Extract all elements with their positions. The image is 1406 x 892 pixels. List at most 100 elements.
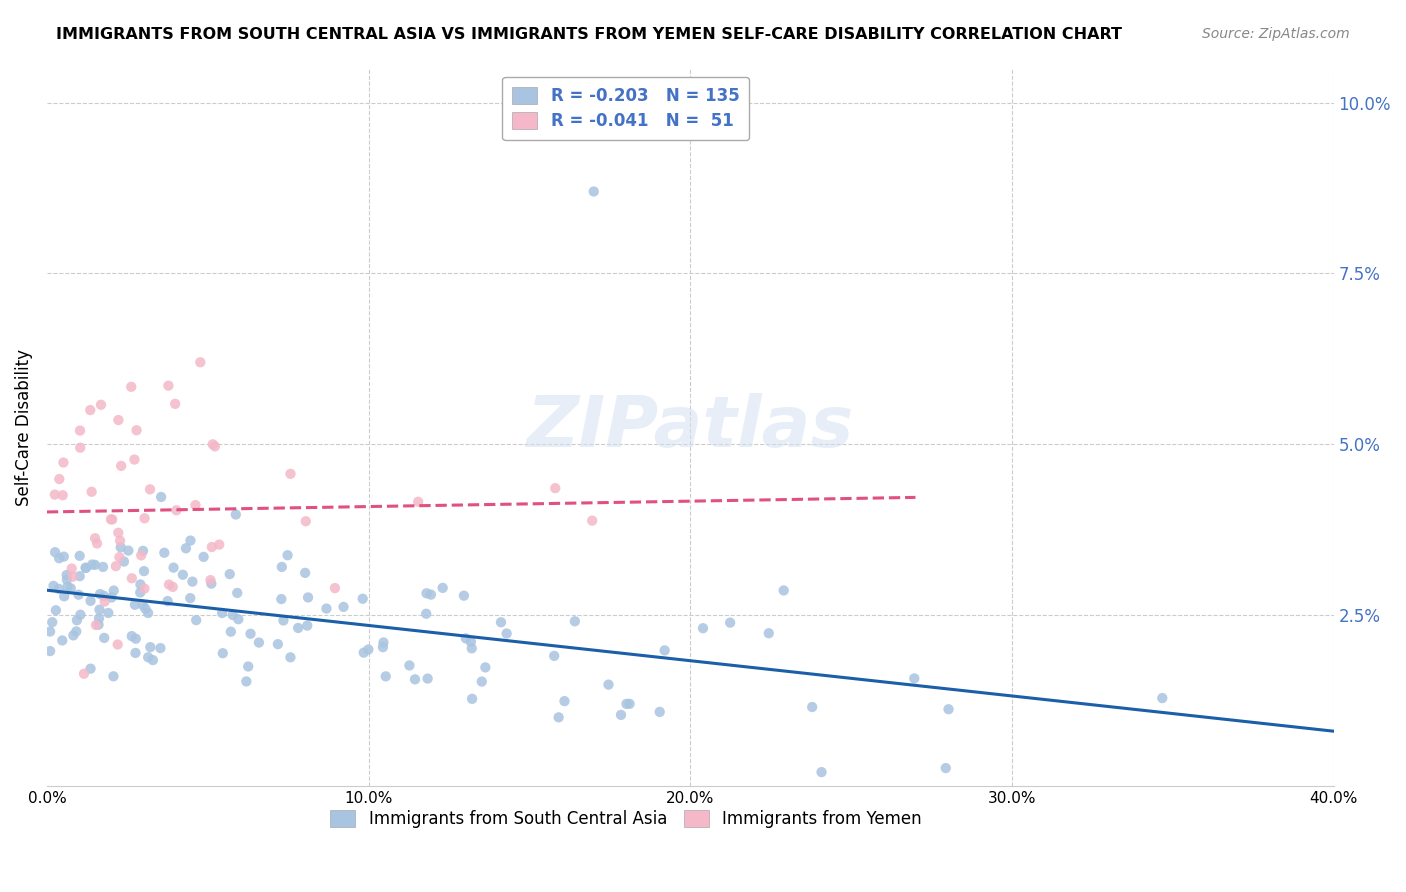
Immigrants from South Central Asia	[153, 546, 176, 560]
Immigrants from Yemen	[120, 380, 142, 394]
Immigrants from South Central Asia	[69, 549, 91, 563]
Immigrants from South Central Asia	[87, 611, 110, 625]
Immigrants from Yemen	[48, 472, 70, 486]
Immigrants from South Central Asia	[172, 567, 194, 582]
Immigrants from South Central Asia	[97, 606, 120, 620]
Immigrants from South Central Asia	[39, 624, 62, 639]
Immigrants from South Central Asia	[280, 650, 302, 665]
Immigrants from Yemen	[125, 423, 148, 437]
Immigrants from South Central Asia	[48, 582, 70, 596]
Immigrants from South Central Asia	[42, 579, 65, 593]
Immigrants from Yemen	[107, 525, 129, 540]
Immigrants from Yemen	[69, 424, 91, 438]
Immigrants from Yemen	[108, 533, 131, 548]
Immigrants from South Central Asia	[619, 697, 641, 711]
Immigrants from South Central Asia	[226, 586, 249, 600]
Immigrants from South Central Asia	[55, 568, 77, 582]
Immigrants from South Central Asia	[124, 646, 146, 660]
Immigrants from Yemen	[165, 503, 187, 517]
Immigrants from South Central Asia	[69, 569, 91, 583]
Immigrants from South Central Asia	[454, 632, 477, 646]
Immigrants from South Central Asia	[89, 587, 111, 601]
Immigrants from Yemen	[124, 452, 146, 467]
Immigrants from Yemen	[121, 571, 143, 585]
Immigrants from South Central Asia	[139, 640, 162, 655]
Immigrants from South Central Asia	[186, 613, 208, 627]
Immigrants from Yemen	[44, 487, 66, 501]
Immigrants from South Central Asia	[150, 490, 173, 504]
Immigrants from Yemen	[544, 481, 567, 495]
Immigrants from South Central Asia	[404, 673, 426, 687]
Immigrants from Yemen	[84, 618, 107, 632]
Immigrants from South Central Asia	[136, 606, 159, 620]
Immigrants from South Central Asia	[471, 674, 494, 689]
Immigrants from South Central Asia	[938, 702, 960, 716]
Immigrants from Yemen	[52, 488, 75, 502]
Immigrants from South Central Asia	[65, 624, 87, 639]
Immigrants from Yemen	[86, 536, 108, 550]
Immigrants from South Central Asia	[353, 646, 375, 660]
Immigrants from South Central Asia	[616, 697, 638, 711]
Immigrants from South Central Asia	[56, 580, 79, 594]
Immigrants from Yemen	[108, 550, 131, 565]
Immigrants from South Central Asia	[219, 624, 242, 639]
Immigrants from South Central Asia	[270, 560, 292, 574]
Immigrants from South Central Asia	[103, 669, 125, 683]
Y-axis label: Self-Care Disability: Self-Care Disability	[15, 349, 32, 506]
Immigrants from South Central Asia	[935, 761, 957, 775]
Immigrants from South Central Asia	[79, 662, 101, 676]
Immigrants from South Central Asia	[112, 555, 135, 569]
Immigrants from Yemen	[139, 483, 162, 497]
Immigrants from South Central Asia	[543, 648, 565, 663]
Immigrants from South Central Asia	[56, 573, 79, 587]
Immigrants from South Central Asia	[103, 583, 125, 598]
Immigrants from South Central Asia	[415, 607, 437, 621]
Immigrants from South Central Asia	[218, 567, 240, 582]
Immigrants from South Central Asia	[374, 669, 396, 683]
Immigrants from South Central Asia	[1152, 691, 1174, 706]
Immigrants from South Central Asia	[53, 590, 76, 604]
Immigrants from South Central Asia	[45, 603, 67, 617]
Immigrants from South Central Asia	[489, 615, 512, 630]
Immigrants from South Central Asia	[66, 613, 89, 627]
Immigrants from South Central Asia	[332, 599, 354, 614]
Immigrants from South Central Asia	[84, 558, 107, 572]
Immigrants from South Central Asia	[121, 629, 143, 643]
Immigrants from South Central Asia	[598, 678, 620, 692]
Immigrants from Yemen	[406, 495, 429, 509]
Legend: Immigrants from South Central Asia, Immigrants from Yemen: Immigrants from South Central Asia, Immi…	[323, 804, 928, 835]
Immigrants from South Central Asia	[654, 643, 676, 657]
Immigrants from South Central Asia	[810, 765, 832, 780]
Immigrants from Yemen	[200, 573, 222, 587]
Immigrants from South Central Asia	[582, 185, 605, 199]
Immigrants from South Central Asia	[100, 591, 122, 605]
Immigrants from South Central Asia	[692, 621, 714, 635]
Immigrants from South Central Asia	[474, 660, 496, 674]
Text: IMMIGRANTS FROM SOUTH CENTRAL ASIA VS IMMIGRANTS FROM YEMEN SELF-CARE DISABILITY: IMMIGRANTS FROM SOUTH CENTRAL ASIA VS IM…	[56, 27, 1122, 42]
Immigrants from Yemen	[93, 594, 115, 608]
Immigrants from Yemen	[79, 403, 101, 417]
Immigrants from South Central Asia	[179, 533, 201, 548]
Immigrants from South Central Asia	[156, 594, 179, 608]
Immigrants from South Central Asia	[75, 560, 97, 574]
Immigrants from Yemen	[84, 531, 107, 545]
Immigrants from Yemen	[80, 484, 103, 499]
Immigrants from Yemen	[201, 437, 224, 451]
Immigrants from Yemen	[52, 456, 75, 470]
Immigrants from South Central Asia	[610, 707, 633, 722]
Immigrants from South Central Asia	[162, 560, 184, 574]
Text: ZIPatlas: ZIPatlas	[527, 392, 853, 462]
Immigrants from South Central Asia	[174, 541, 197, 556]
Immigrants from South Central Asia	[547, 710, 569, 724]
Immigrants from South Central Asia	[315, 601, 337, 615]
Immigrants from Yemen	[134, 582, 156, 596]
Immigrants from South Central Asia	[93, 631, 115, 645]
Immigrants from Yemen	[104, 559, 127, 574]
Immigrants from South Central Asia	[193, 549, 215, 564]
Immigrants from South Central Asia	[142, 653, 165, 667]
Immigrants from South Central Asia	[51, 633, 73, 648]
Immigrants from Yemen	[107, 413, 129, 427]
Immigrants from South Central Asia	[134, 601, 156, 615]
Immigrants from South Central Asia	[124, 598, 146, 612]
Immigrants from South Central Asia	[110, 541, 132, 555]
